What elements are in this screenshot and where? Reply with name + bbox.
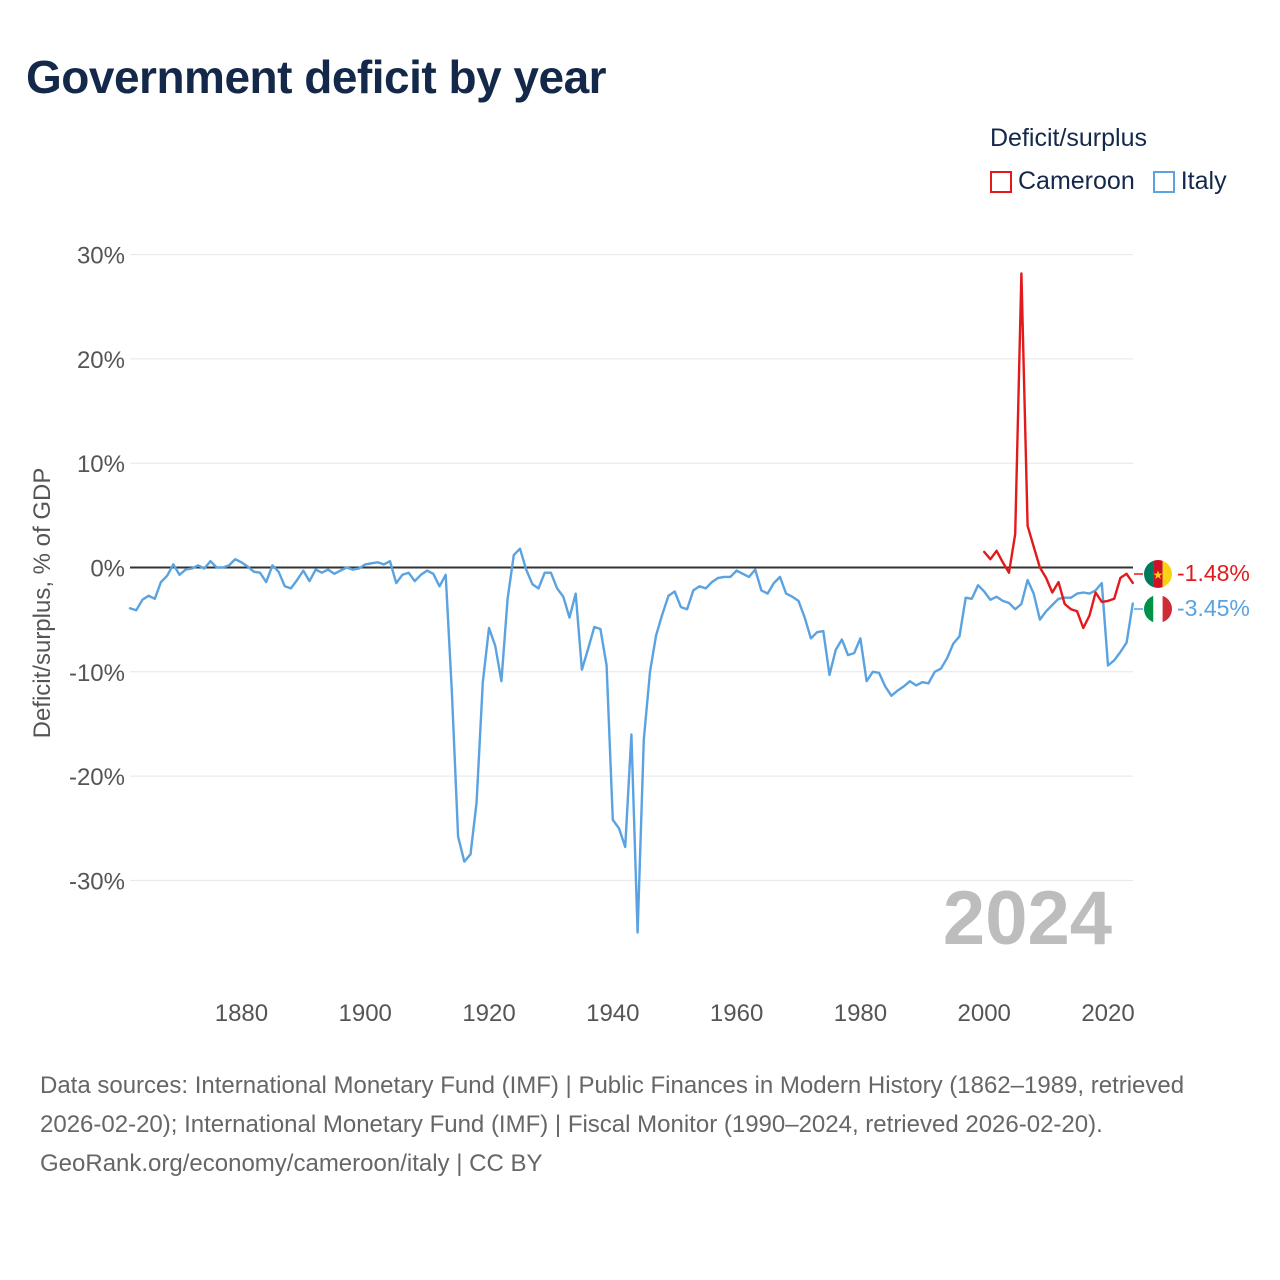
x-tick-label: 1960 <box>710 1000 763 1027</box>
legend-label-cameroon: Cameroon <box>1018 167 1135 195</box>
y-tick-label: -30% <box>69 868 125 895</box>
legend-items: Cameroon Italy <box>990 167 1227 196</box>
credit-link[interactable]: GeoRank.org/economy/cameroon/italy | CC … <box>40 1150 543 1177</box>
legend: Deficit/surplus Cameroon Italy <box>990 124 1227 196</box>
legend-item-cameroon[interactable]: Cameroon <box>990 167 1135 196</box>
footer: Data sources: International Monetary Fun… <box>40 1066 1240 1183</box>
cameroon-flag-icon: ★ <box>1144 560 1172 588</box>
year-watermark: 2024 <box>943 876 1112 961</box>
y-axis-label: Deficit/surplus, % of GDP <box>29 468 56 739</box>
series-line-italy[interactable] <box>128 547 1135 934</box>
line-chart: 30% 20% 10% 0% -10% -20% -30% 1880 1900 1920 1940… <box>29 243 1250 1027</box>
x-axis-ticks: 1880 1900 1920 1940 1960 1980 2000 2020 <box>215 1000 1135 1027</box>
y-tick-label: -20% <box>69 764 125 791</box>
y-tick-label: 0% <box>90 556 125 583</box>
y-tick-label: 20% <box>77 347 125 374</box>
x-tick-label: 1980 <box>834 1000 887 1027</box>
x-tick-label: 2020 <box>1081 1000 1134 1027</box>
svg-text:★: ★ <box>1153 568 1164 582</box>
cameroon-end-label: -1.48% <box>1177 560 1250 586</box>
legend-item-italy[interactable]: Italy <box>1152 167 1227 196</box>
series-line-cameroon[interactable] <box>983 272 1135 630</box>
x-tick-label: 1900 <box>339 1000 392 1027</box>
x-tick-label: 1940 <box>586 1000 639 1027</box>
legend-swatch-cameroon <box>990 170 1012 193</box>
legend-label-italy: Italy <box>1180 167 1227 195</box>
y-tick-label: -10% <box>69 660 125 687</box>
y-tick-label: 30% <box>77 243 125 270</box>
grid-lines <box>130 254 1133 881</box>
italy-end-label: -3.45% <box>1177 595 1250 621</box>
legend-swatch-italy <box>1152 170 1175 193</box>
x-tick-label: 1920 <box>462 1000 515 1027</box>
legend-title: Deficit/surplus <box>990 124 1147 152</box>
y-axis-ticks: 30% 20% 10% 0% -10% -20% -30% <box>69 243 125 896</box>
x-tick-label: 1880 <box>215 1000 268 1027</box>
italy-flag-icon <box>1144 595 1172 623</box>
x-tick-label: 2000 <box>958 1000 1011 1027</box>
y-tick-label: 10% <box>77 451 125 478</box>
series-layer <box>128 272 1135 934</box>
chart-title: Government deficit by year <box>26 51 607 103</box>
data-sources: Data sources: International Monetary Fun… <box>40 1072 1185 1138</box>
